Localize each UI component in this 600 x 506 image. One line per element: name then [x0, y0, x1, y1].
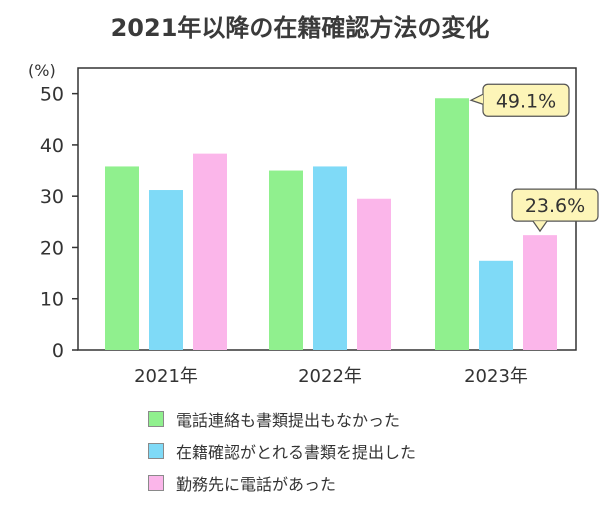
bar [105, 166, 139, 350]
y-tick-label: 20 [40, 237, 64, 259]
bar [435, 98, 469, 350]
legend-item: 電話連絡も書類提出もなかった [148, 403, 416, 435]
chart-title: 2021年以降の在籍確認方法の変化 [110, 14, 490, 42]
bar [479, 260, 513, 350]
legend-item: 勤務先に電話があった [148, 467, 416, 499]
legend-swatch [148, 443, 164, 459]
bar [193, 153, 227, 350]
legend-label: 在籍確認がとれる書類を提出した [176, 443, 417, 462]
y-tick-label: 50 [40, 84, 64, 106]
legend: 電話連絡も書類提出もなかった 在籍確認がとれる書類を提出した 勤務先に電話があっ… [148, 403, 416, 499]
callout-pointer [469, 93, 484, 105]
legend-swatch [148, 411, 164, 427]
data-label: 49.1% [496, 90, 556, 112]
bar [269, 170, 303, 350]
callout-pointer [532, 220, 548, 233]
legend-item: 在籍確認がとれる書類を提出した [148, 435, 416, 467]
bar-chart: (%) 0 10 20 30 40 50 2021年 2022年 2023年 49.1% 23.… [28, 61, 599, 387]
y-tick-label: 10 [40, 289, 64, 311]
legend-label: 電話連絡も書類提出もなかった [176, 411, 401, 430]
y-tick-label: 0 [52, 340, 64, 362]
y-axis-unit-label: (%) [28, 61, 56, 80]
legend-swatch [148, 475, 164, 491]
y-tick-label: 30 [40, 186, 64, 208]
bar [149, 190, 183, 350]
bar [523, 235, 557, 350]
legend-label: 勤務先に電話があった [176, 475, 337, 494]
bar [357, 198, 391, 350]
data-label: 23.6% [525, 195, 585, 217]
bar [313, 166, 347, 350]
x-tick-label: 2022年 [298, 366, 362, 387]
x-tick-label: 2021年 [134, 366, 198, 387]
x-tick-label: 2023年 [464, 366, 528, 387]
callout-box [511, 188, 599, 222]
y-tick-label: 40 [40, 135, 64, 157]
